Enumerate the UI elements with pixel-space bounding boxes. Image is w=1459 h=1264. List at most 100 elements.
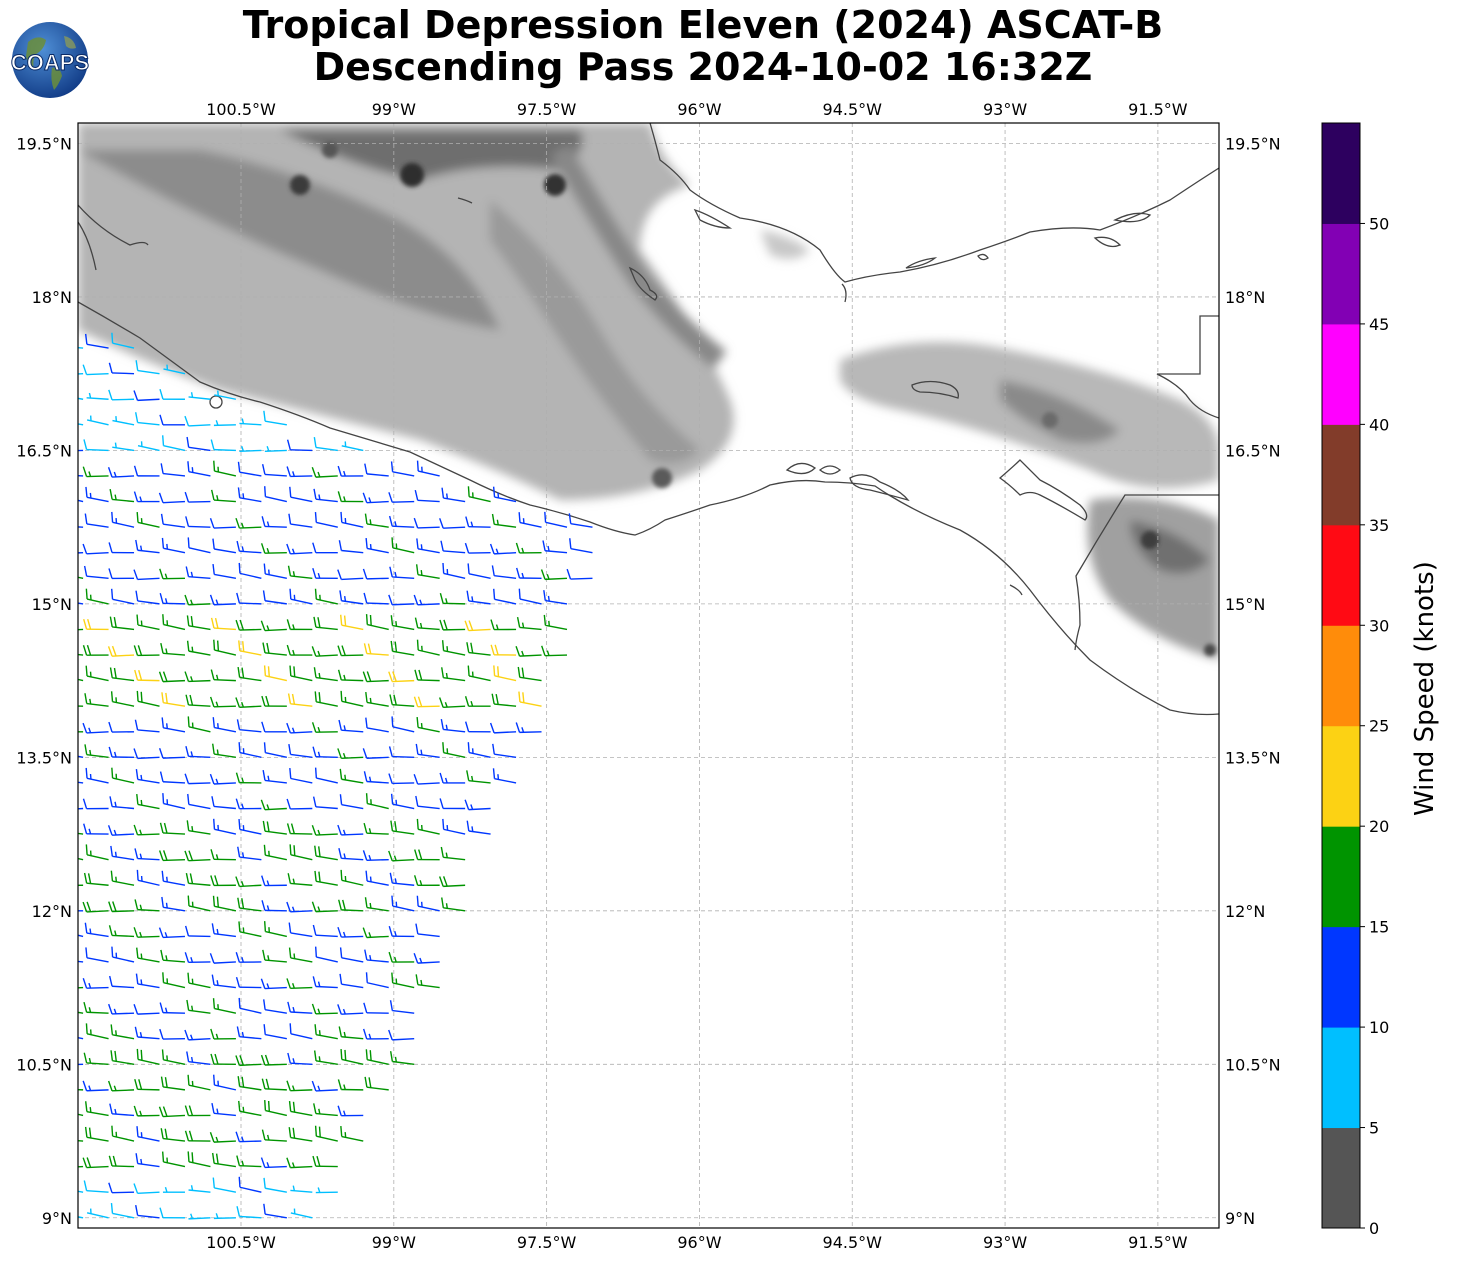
colorbar-bin [1322, 926, 1360, 1028]
wind-barb [235, 952, 262, 963]
wind-barb [312, 976, 338, 989]
wind-barb [163, 364, 186, 375]
wind-barb [185, 516, 211, 528]
wind-barb [111, 1125, 135, 1142]
wind-barb [416, 716, 440, 733]
wind-barb [391, 716, 415, 733]
wind-barb [515, 567, 542, 580]
wind-barb [85, 1023, 109, 1040]
wind-barb [515, 646, 542, 657]
wind-barb [362, 1028, 389, 1040]
wind-barb [492, 743, 517, 759]
wind-barb [261, 1129, 287, 1142]
wind-barb [210, 1053, 236, 1065]
lat-tick-label-right: 18°N [1225, 288, 1265, 307]
wind-barb [313, 488, 338, 503]
wind-barb [212, 743, 237, 759]
wind-barb [389, 694, 415, 707]
wind-barb [160, 513, 186, 528]
wind-barb [78, 1088, 84, 1091]
wind-barb [491, 513, 517, 528]
wind-barb [569, 538, 593, 554]
wind-barb [209, 1132, 236, 1143]
wind-barb [134, 1079, 160, 1091]
wind-barb [78, 986, 84, 989]
wind-barb [312, 568, 338, 580]
wind-barb [236, 540, 262, 554]
wind-barb [541, 645, 568, 657]
lon-tick-label-bottom: 96°W [677, 1233, 721, 1252]
wind-barb [161, 1151, 186, 1168]
wind-barb [261, 695, 287, 707]
colorbar-tick-label: 45 [1369, 315, 1389, 334]
wind-barb [136, 1126, 160, 1142]
wind-barb [465, 516, 491, 528]
wind-barb [311, 722, 338, 733]
colorbar-bin [1322, 625, 1360, 727]
coastline [78, 123, 1219, 716]
wind-barb [108, 721, 135, 733]
wind-barb [209, 953, 236, 964]
wind-barb [235, 517, 262, 529]
wind-barb [184, 1130, 211, 1142]
wind-barb [184, 925, 211, 938]
wind-barb [263, 999, 287, 1014]
wind-barb [288, 1127, 313, 1142]
wind-barb [438, 876, 466, 888]
wind-barb [235, 1055, 262, 1067]
wind-barb [237, 846, 262, 861]
wind-barb [439, 772, 466, 784]
wind-barb [78, 910, 84, 912]
wind-barb [287, 1052, 313, 1065]
wind-barb [107, 467, 135, 478]
wind-barb [414, 849, 440, 861]
wind-barb [313, 437, 338, 452]
wind-speed-colorbar: 0 5 10 15 20 25 30 35 40 45 50 [1321, 122, 1389, 1238]
wind-barb [136, 690, 160, 707]
wind-barb [134, 899, 160, 912]
wind-barb [390, 615, 415, 631]
lat-tick-label-right: 16.5°N [1225, 441, 1281, 460]
wind-barb [363, 592, 389, 605]
wind-barb [136, 614, 160, 631]
wind-barb [337, 824, 364, 836]
wind-barb [135, 360, 160, 375]
wind-barb [236, 719, 262, 733]
wind-barb [260, 543, 287, 554]
wind-barb [85, 588, 109, 605]
wind-barb [159, 1002, 185, 1014]
wind-barb [184, 1029, 211, 1041]
wind-barb [213, 1213, 236, 1220]
lon-tick-label-bottom: 97.5°W [517, 1233, 577, 1252]
wind-barb [340, 869, 364, 886]
wind-barb [78, 1036, 84, 1040]
wind-barb [338, 848, 364, 861]
wind-barb [363, 643, 389, 656]
wind-barb [362, 850, 389, 861]
wind-barb [78, 576, 84, 579]
wind-barb [78, 653, 84, 656]
wind-barb [86, 1208, 109, 1219]
lat-tick-label-left: 12°N [32, 902, 72, 921]
lat-tick-label-right: 9°N [1225, 1209, 1255, 1228]
wind-barb [185, 694, 211, 707]
wind-barb [314, 946, 338, 963]
wind-barb [78, 781, 84, 784]
wind-barb [415, 743, 440, 759]
wind-barb [78, 1190, 84, 1193]
latitude-labels-left: 19.5°N 18°N 16.5°N 15°N 13.5°N 12°N 10.5°N 9°N [16, 134, 72, 1227]
wind-barb [184, 773, 211, 785]
wind-barb [438, 697, 466, 709]
wind-barb [212, 538, 237, 554]
wind-barb [286, 798, 313, 810]
wind-barb [159, 1207, 185, 1219]
wind-barb [110, 1202, 135, 1219]
wind-barb [161, 1049, 186, 1065]
wind-barb [158, 748, 185, 759]
wind-barb [78, 1216, 84, 1219]
wind-barb [188, 1185, 211, 1193]
wind-barb [388, 492, 415, 503]
wind-barb [83, 1180, 109, 1193]
wind-barb [211, 1152, 237, 1168]
wind-barb [363, 1002, 389, 1014]
